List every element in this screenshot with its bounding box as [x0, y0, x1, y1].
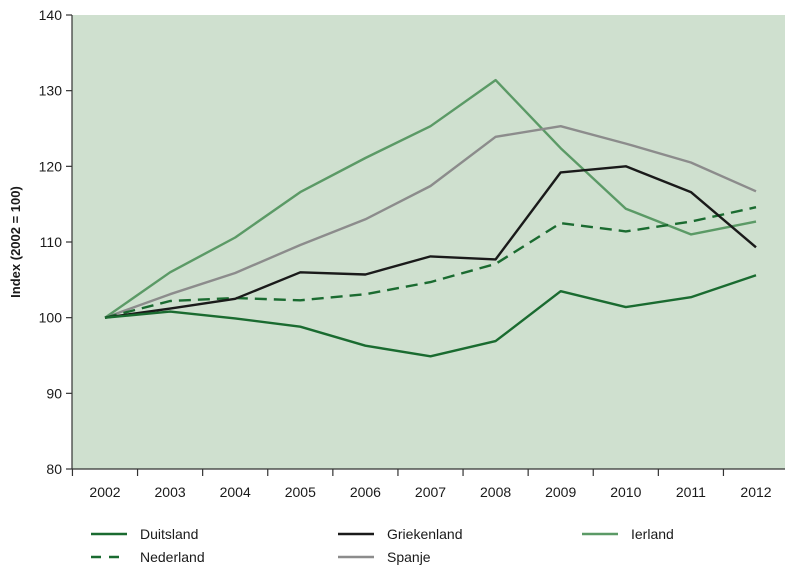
y-tick-label: 110: [40, 234, 63, 250]
y-tick-label: 120: [39, 158, 63, 174]
x-tick-label: 2004: [220, 484, 251, 500]
x-tick-label: 2010: [610, 484, 641, 500]
series-line-spanje: [104, 124, 757, 319]
series-line-duitsland: [104, 274, 757, 358]
x-tick-label: 2006: [350, 484, 381, 500]
x-tick-label: 2008: [480, 484, 511, 500]
x-tick-label: 2012: [740, 484, 771, 500]
legend: Duitsland Griekenland Ierland Nederland Span…: [91, 526, 674, 565]
legend-item-nederland: Nederland: [91, 549, 205, 565]
legend-label: Ierland: [631, 526, 674, 542]
x-tick-label: 2003: [155, 484, 186, 500]
series-lines: [104, 78, 757, 358]
y-tick-label: 80: [46, 461, 62, 477]
y-axis-ticks: 80 90 100 110 120 130 140: [39, 7, 72, 477]
x-tick-label: 2005: [285, 484, 316, 500]
legend-item-griekenland: Griekenland: [338, 526, 463, 542]
y-tick-label: 100: [39, 310, 63, 326]
y-axis-title: Index (2002 = 100): [8, 186, 23, 298]
legend-label: Spanje: [387, 549, 431, 565]
legend-label: Duitsland: [140, 526, 198, 542]
y-tick-label: 140: [39, 7, 63, 23]
legend-label: Nederland: [140, 549, 205, 565]
legend-label: Griekenland: [387, 526, 463, 542]
x-tick-label: 2002: [89, 484, 120, 500]
x-tick-label: 2011: [676, 484, 706, 500]
series-line-nederland: [104, 206, 757, 319]
x-axis-ticks: 2002 2003 2004 2005 2006 2007 2008 2009 2010 2011…: [71, 469, 772, 500]
plot-background: [72, 15, 785, 469]
series-line-griekenland: [104, 165, 757, 319]
y-tick-label: 130: [39, 83, 63, 99]
legend-item-spanje: Spanje: [338, 549, 431, 565]
legend-item-duitsland: Duitsland: [91, 526, 198, 542]
legend-item-ierland: Ierland: [582, 526, 674, 542]
series-line-ierland: [104, 78, 757, 319]
x-tick-label: 2009: [545, 484, 576, 500]
x-tick-label: 2007: [415, 484, 446, 500]
y-tick-label: 90: [46, 385, 62, 401]
